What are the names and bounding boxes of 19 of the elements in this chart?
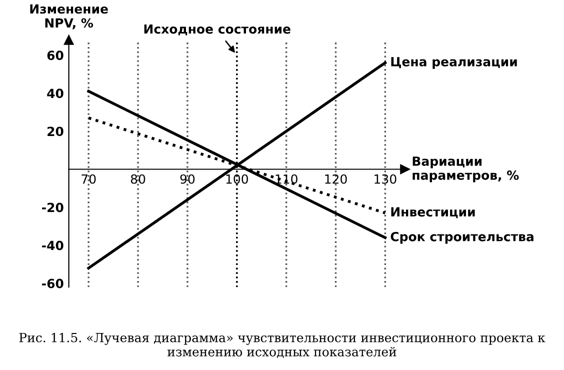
- x-tick-label: 100: [226, 174, 248, 184]
- x-tick-label: 130: [374, 174, 396, 184]
- text: Рис. 11.5. «Лучевая диаграмма» чувствительности инвестиционного проекта к изменению исходных показателей: [19, 332, 546, 358]
- x-tick-label: 120: [325, 174, 347, 184]
- y-axis-title: Изменение NPV, %: [30, 4, 108, 30]
- series-label: Цена реализации: [391, 57, 517, 69]
- x-tick-label: 80: [130, 174, 146, 184]
- y-tick-label: 20: [48, 126, 64, 136]
- x-axis-title: Вариации параметров, %: [412, 156, 519, 182]
- y-tick-label: 60: [47, 50, 64, 60]
- x-tick-label: 90: [180, 174, 195, 184]
- y-tick-label: -60: [42, 278, 64, 288]
- y-tick-label: 40: [47, 88, 64, 98]
- y-tick-label: -20: [42, 202, 64, 212]
- series-label: Срок строительства: [390, 232, 534, 244]
- series-label: Инвестиции: [391, 207, 475, 218]
- y-tick-label: -40: [42, 240, 64, 250]
- x-tick-label: 70: [82, 174, 96, 184]
- ref-line-label: Исходное состояние: [144, 24, 290, 36]
